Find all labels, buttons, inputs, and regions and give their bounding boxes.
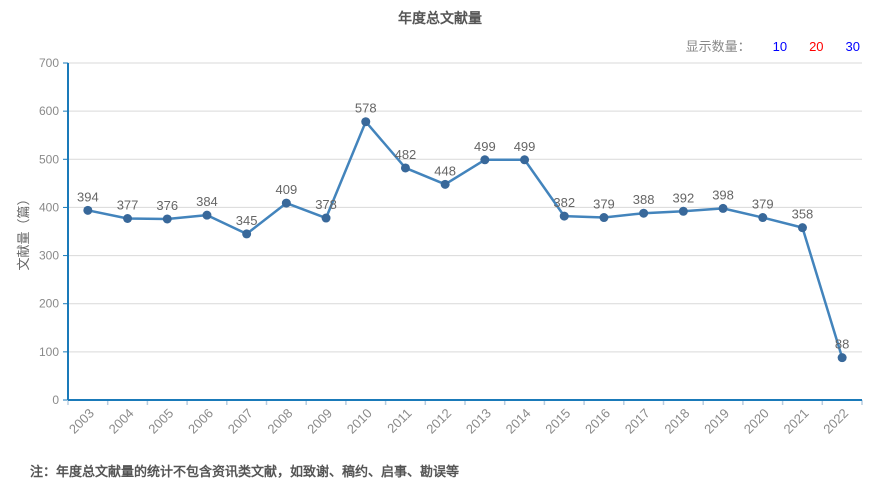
x-tick-label: 2014: [503, 406, 534, 437]
data-point-label: 379: [593, 197, 615, 212]
x-tick-label: 2020: [741, 406, 772, 437]
y-tick-label: 400: [39, 200, 59, 214]
data-point-label: 379: [752, 197, 774, 212]
data-point[interactable]: [83, 205, 93, 215]
page-title: 年度总文献量: [398, 10, 482, 26]
data-point[interactable]: [797, 223, 807, 233]
y-tick-label: 100: [39, 345, 59, 359]
data-point[interactable]: [162, 214, 172, 224]
data-point[interactable]: [639, 208, 649, 218]
y-tick-label: 300: [39, 249, 59, 263]
x-tick-label: 2011: [384, 406, 414, 436]
x-tick-label: 2008: [264, 406, 295, 437]
data-point[interactable]: [837, 353, 847, 363]
data-point-label: 499: [474, 139, 496, 154]
data-point-label: 388: [633, 192, 655, 207]
data-point-label: 578: [355, 101, 377, 116]
display-count-controls: 显示数量： 10 20 30: [686, 36, 860, 55]
data-point-label: 482: [395, 147, 417, 162]
y-tick-label: 200: [39, 297, 59, 311]
data-point-label: 398: [712, 187, 734, 202]
x-tick-label: 2012: [423, 406, 454, 437]
x-tick-label: 2022: [820, 406, 851, 437]
display-count-option-30[interactable]: 30: [845, 39, 860, 54]
data-point-label: 499: [514, 139, 536, 154]
display-count-option-20[interactable]: 20: [809, 39, 824, 54]
data-point[interactable]: [123, 214, 133, 224]
x-tick-label: 2005: [145, 406, 176, 437]
data-point-label: 394: [77, 189, 99, 204]
data-point[interactable]: [440, 179, 450, 189]
data-point[interactable]: [599, 213, 609, 223]
y-tick-label: 600: [39, 104, 59, 118]
x-tick-label: 2006: [185, 406, 216, 437]
data-point-label: 377: [117, 198, 139, 213]
data-point-label: 409: [275, 182, 297, 197]
data-point-label: 392: [672, 190, 694, 205]
data-point-label: 382: [553, 195, 575, 210]
x-tick-label: 2021: [781, 406, 812, 437]
data-point[interactable]: [559, 211, 569, 221]
y-tick-label: 700: [39, 56, 59, 70]
x-tick-label: 2009: [304, 406, 335, 437]
data-point[interactable]: [321, 213, 331, 223]
data-point-label: 378: [315, 197, 337, 212]
x-tick-label: 2004: [106, 406, 137, 437]
x-tick-label: 2017: [622, 406, 653, 437]
data-point[interactable]: [718, 203, 728, 213]
data-point[interactable]: [678, 206, 688, 216]
y-axis-title: 文献量（篇）: [16, 192, 31, 270]
x-tick-label: 2015: [542, 406, 573, 437]
data-point-label: 358: [792, 207, 814, 222]
x-tick-label: 2010: [344, 406, 375, 437]
data-point-label: 448: [434, 163, 456, 178]
data-point-label: 345: [236, 213, 258, 228]
data-point[interactable]: [758, 213, 768, 223]
chart-footnote: 注：年度总文献量的统计不包含资讯类文献，如致谢、稿约、启事、勘误等: [30, 464, 460, 479]
data-point-label: 88: [835, 337, 849, 352]
data-point[interactable]: [480, 155, 490, 165]
data-point[interactable]: [361, 117, 371, 127]
y-tick-label: 0: [52, 393, 59, 407]
data-point[interactable]: [202, 210, 212, 220]
data-point-label: 376: [156, 198, 178, 213]
data-point[interactable]: [281, 198, 291, 208]
data-point[interactable]: [242, 229, 252, 239]
x-tick-label: 2003: [66, 406, 97, 437]
data-point[interactable]: [520, 155, 530, 165]
data-point-label: 384: [196, 194, 218, 209]
x-tick-label: 2007: [225, 406, 256, 437]
line-chart: 0 100 200 300 400 500 600 700 2003 2004 2005 2006 20…: [16, 56, 863, 437]
y-tick-label: 500: [39, 152, 59, 166]
display-count-option-10[interactable]: 10: [772, 39, 788, 54]
x-tick-label: 2019: [701, 406, 732, 437]
series-line: [86, 120, 844, 359]
x-tick-label: 2016: [582, 406, 613, 437]
display-count-label: 显示数量：: [685, 39, 751, 54]
data-point[interactable]: [400, 163, 410, 173]
x-tick-label: 2013: [463, 406, 494, 437]
x-tick-label: 2018: [661, 406, 692, 437]
